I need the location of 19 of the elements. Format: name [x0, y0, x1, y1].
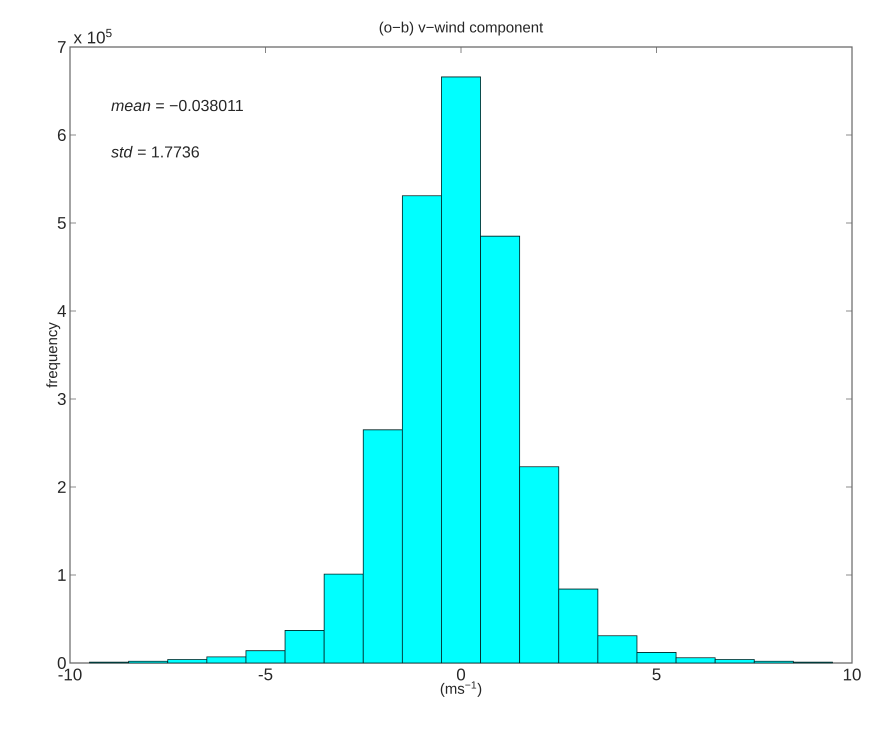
- chart-title: (o−b) v−wind component: [380, 22, 544, 36]
- x-tick-label: 0: [456, 668, 466, 681]
- text: x 10$^{5}$: [74, 28, 112, 44]
- x-tick-label: 5: [652, 668, 660, 680]
- x-axis-title: (ms$^{−1}$): [440, 681, 482, 697]
- y-tick-label: 1: [58, 569, 66, 581]
- annotation: std = 1.7736: [111, 146, 199, 158]
- y-tick-label: 6: [58, 129, 66, 142]
- y-tick-label: 4: [57, 305, 66, 317]
- x-tick-label: -5: [258, 668, 272, 680]
- y-axis-title: frequency: [46, 322, 60, 388]
- y-tick-label: 5: [58, 217, 66, 229]
- y-tick-label: 3: [58, 393, 66, 405]
- x-tick-label: 10: [844, 668, 861, 681]
- y-tick-label: 0: [58, 657, 66, 669]
- annotation: mean = −0.038011: [111, 100, 243, 112]
- x-tick-label: -10: [58, 668, 82, 681]
- y-tick-label: 7: [58, 41, 66, 53]
- y-tick-label: 2: [58, 481, 66, 493]
